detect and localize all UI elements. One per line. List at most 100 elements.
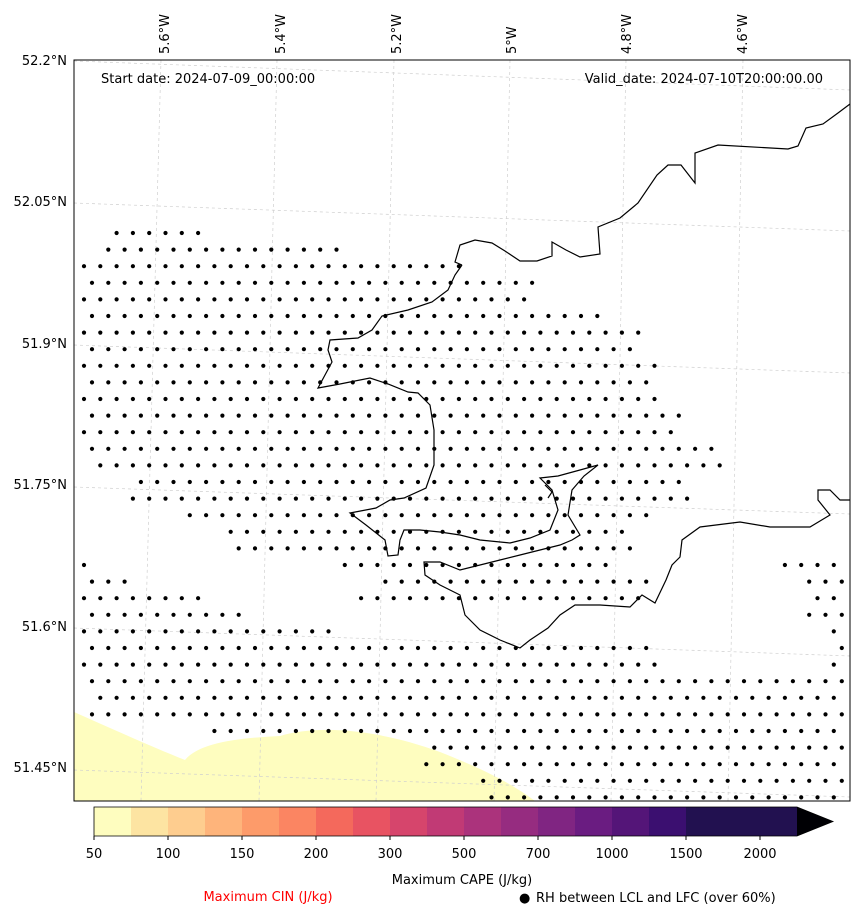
- rh-dot: [473, 529, 478, 534]
- rh-dot: [212, 496, 217, 501]
- rh-dot: [538, 728, 543, 734]
- rh-dot: [187, 380, 192, 385]
- rh-dot: [448, 745, 453, 750]
- rh-dot: [522, 330, 527, 335]
- rh-dot: [481, 712, 486, 717]
- rh-dot: [163, 629, 168, 634]
- rh-dot: [293, 662, 298, 667]
- rh-dot: [285, 347, 290, 352]
- rh-dot: [562, 413, 567, 418]
- rh-dot: [244, 430, 250, 435]
- rh-dot: [179, 363, 184, 368]
- rh-dot: [163, 396, 168, 402]
- rh-dot: [554, 363, 559, 368]
- rh-dot: [285, 679, 290, 684]
- rh-dot: [244, 396, 250, 402]
- rh-dot: [497, 479, 502, 485]
- rh-dot: [619, 762, 625, 767]
- colorbar-tick-label: 500: [452, 847, 477, 862]
- rh-dot: [391, 695, 396, 700]
- rh-dot: [326, 496, 331, 501]
- rh-dot: [130, 330, 135, 335]
- rh-dot: [595, 745, 600, 750]
- rh-dot: [790, 778, 796, 783]
- rh-dot: [839, 778, 844, 783]
- rh-dot: [236, 612, 241, 617]
- rh-dot: [676, 712, 681, 717]
- rh-dot: [456, 396, 461, 402]
- rh-dot: [546, 347, 551, 352]
- rh-dot: [383, 579, 388, 584]
- rh-dot: [171, 679, 176, 684]
- rh-dot: [163, 264, 168, 269]
- rh-dot: [318, 247, 323, 252]
- rh-dot: [342, 695, 347, 700]
- rh-dot: [310, 330, 315, 335]
- rh-dot: [252, 313, 258, 319]
- rh-dot: [187, 247, 192, 252]
- rh-dot: [823, 612, 828, 617]
- rh-dot: [122, 645, 127, 651]
- rh-dot: [179, 396, 184, 402]
- rh-dot: [456, 529, 461, 534]
- colorbar-segment: [279, 807, 317, 836]
- rh-dot: [155, 479, 160, 485]
- rh-dot: [570, 662, 576, 667]
- rh-dot: [269, 513, 274, 518]
- rh-dot: [415, 313, 421, 319]
- rh-dot: [359, 264, 364, 269]
- rh-dot: [644, 513, 649, 518]
- rh-dot: [147, 596, 152, 601]
- rh-dot: [725, 712, 730, 717]
- rh-dot: [310, 728, 315, 734]
- rh-dot: [570, 430, 576, 435]
- rh-dot: [424, 363, 429, 368]
- rh-dot: [432, 380, 437, 385]
- rh-dot: [155, 280, 160, 285]
- rh-dot: [701, 795, 706, 800]
- rh-dot: [318, 513, 323, 518]
- rh-dot: [163, 430, 168, 435]
- rh-dot: [212, 463, 217, 468]
- rh-dot: [147, 496, 152, 501]
- rh-dot: [538, 762, 543, 767]
- rh-dot: [383, 712, 388, 717]
- rh-dot: [538, 562, 543, 568]
- rh-dot: [204, 247, 209, 252]
- rh-dot: [252, 479, 258, 485]
- rh-dot: [81, 297, 87, 302]
- rh-dot: [546, 413, 551, 418]
- rh-dot: [424, 728, 429, 734]
- rh-dot: [619, 662, 625, 667]
- rh-dot: [359, 662, 364, 667]
- rh-dot: [367, 479, 372, 485]
- rh-dot: [367, 347, 372, 352]
- rh-dot: [383, 347, 388, 352]
- rh-dot: [815, 596, 820, 601]
- rh-dot: [481, 446, 486, 451]
- rh-dot: [619, 529, 625, 534]
- rh-dot: [562, 745, 567, 750]
- rh-dot: [522, 363, 527, 368]
- rh-dot: [375, 430, 380, 435]
- rh-dot: [163, 230, 168, 236]
- rh-dot: [530, 446, 535, 451]
- rh-dot: [522, 795, 527, 800]
- rh-dot: [432, 546, 437, 551]
- rh-dot: [220, 612, 225, 617]
- rh-dot: [464, 679, 469, 684]
- rh-dot: [595, 546, 600, 551]
- rh-dot: [489, 363, 494, 368]
- colorbar-segment: [94, 807, 132, 836]
- rh-dot: [424, 762, 429, 767]
- rh-dot: [196, 230, 201, 236]
- rh-dot: [733, 795, 739, 800]
- rh-dot: [89, 679, 95, 684]
- rh-dot: [546, 712, 551, 717]
- rh-dot: [505, 463, 510, 468]
- rh-dot: [497, 645, 502, 651]
- rh-dot: [196, 496, 201, 501]
- rh-dot: [587, 662, 592, 667]
- rh-dot: [652, 728, 657, 734]
- rh-dot: [171, 413, 176, 418]
